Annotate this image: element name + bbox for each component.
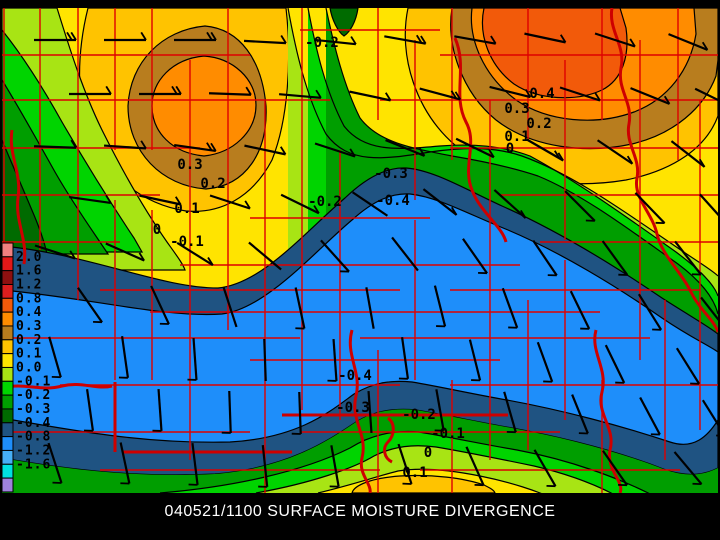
color-scale-label: -0.2 — [16, 388, 51, 403]
wind-barb-shaft — [264, 339, 265, 381]
contour-label: -0.3 — [374, 166, 408, 182]
color-scale-segment — [2, 423, 13, 437]
contour-label: 0.1 — [402, 465, 427, 481]
color-scale-segment — [2, 450, 13, 464]
contour-label: 0.3 — [504, 101, 529, 117]
color-scale-label: 0.3 — [16, 319, 42, 334]
color-scale-label: -0.8 — [16, 430, 51, 445]
moisture-divergence-map: -0.20.30.20.10-0.1-0.2-0.3-0.40.40.30.20… — [0, 0, 720, 540]
contour-label: 0 — [153, 222, 161, 238]
map-title: 040521/1100 SURFACE MOISTURE DIVERGENCE — [165, 503, 556, 520]
contour-label: 0 — [424, 445, 432, 461]
wind-barb-shaft — [34, 146, 76, 147]
color-scale-label: 2.0 — [16, 250, 42, 265]
contour-label: 0.1 — [174, 201, 199, 217]
map-area: -0.20.30.20.10-0.1-0.2-0.3-0.40.40.30.20… — [2, 8, 720, 520]
color-scale-segment — [2, 464, 13, 478]
wind-barb-shaft — [229, 391, 230, 433]
contour-label: -0.2 — [305, 35, 339, 51]
contour-label: -0.1 — [431, 426, 465, 442]
weather-map-window: -0.20.30.20.10-0.1-0.2-0.3-0.40.40.30.20… — [0, 0, 720, 540]
color-scale-segment — [2, 340, 13, 354]
contour-label: -0.2 — [308, 194, 342, 210]
color-scale-segment — [2, 298, 13, 312]
color-scale-segment — [2, 409, 13, 423]
color-scale-segment — [2, 284, 13, 298]
color-scale-label: -0.4 — [16, 416, 51, 431]
contour-label: 0 — [506, 141, 514, 157]
contour-label: 0.3 — [177, 157, 202, 173]
color-scale-segment — [2, 271, 13, 285]
wind-barb-shaft — [299, 392, 300, 434]
color-scale-label: -0.1 — [16, 374, 51, 389]
color-scale-label: -1.2 — [16, 443, 51, 458]
color-scale-segment — [2, 243, 13, 257]
wind-barb-shaft — [209, 93, 251, 94]
color-scale-segment — [2, 312, 13, 326]
color-scale-label: 1.6 — [16, 264, 42, 279]
color-scale-label: -0.3 — [16, 402, 51, 417]
color-scale-label: 0.8 — [16, 291, 42, 306]
color-scale-segment — [2, 437, 13, 451]
color-scale-segment — [2, 381, 13, 395]
contour-label: -0.4 — [338, 368, 372, 384]
color-scale-label: 0.2 — [16, 333, 42, 348]
color-scale-segment — [2, 354, 13, 368]
contour-label: -0.2 — [402, 407, 436, 423]
contour-label: -0.1 — [170, 234, 204, 250]
contour-label: -0.3 — [336, 400, 370, 416]
color-scale-segment — [2, 326, 13, 340]
color-scale-label: 0.0 — [16, 360, 42, 375]
color-scale-label: 0.1 — [16, 347, 42, 362]
color-scale-segment — [2, 367, 13, 381]
contour-label: 0.2 — [200, 176, 225, 192]
color-scale-label: -1.6 — [16, 457, 51, 472]
color-scale-label: 1.2 — [16, 277, 42, 292]
color-scale-segment — [2, 395, 13, 409]
color-scale-label: 0.4 — [16, 305, 42, 320]
contour-label: -0.4 — [376, 193, 410, 209]
color-scale-segment — [2, 478, 13, 492]
contour-label: 0.4 — [529, 86, 554, 102]
contour-label: 0.2 — [526, 116, 551, 132]
color-scale-segment — [2, 257, 13, 271]
